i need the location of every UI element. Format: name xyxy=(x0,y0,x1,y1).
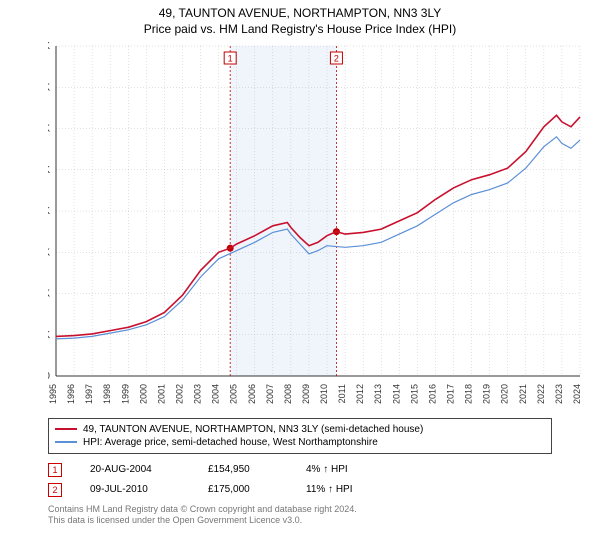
svg-text:£50K: £50K xyxy=(48,329,50,340)
svg-text:2022: 2022 xyxy=(536,384,546,404)
svg-text:2018: 2018 xyxy=(464,384,474,404)
sale-diff: 11% ↑ HPI xyxy=(306,484,406,495)
svg-text:£250K: £250K xyxy=(48,164,50,175)
sale-diff: 4% ↑ HPI xyxy=(306,464,406,475)
svg-text:£400K: £400K xyxy=(48,41,50,52)
svg-text:2019: 2019 xyxy=(482,384,492,404)
sale-marker-icon: 1 xyxy=(48,463,62,477)
svg-text:2021: 2021 xyxy=(518,384,528,404)
sale-marker-icon: 2 xyxy=(48,483,62,497)
svg-text:1996: 1996 xyxy=(66,384,76,404)
svg-text:2020: 2020 xyxy=(500,384,510,404)
sale-row: 2 09-JUL-2010 £175,000 11% ↑ HPI xyxy=(48,480,552,500)
svg-text:2023: 2023 xyxy=(554,384,564,404)
svg-text:2014: 2014 xyxy=(391,384,401,404)
sale-date: 20-AUG-2004 xyxy=(90,464,180,475)
svg-text:2013: 2013 xyxy=(373,384,383,404)
svg-text:2010: 2010 xyxy=(319,384,329,404)
line-chart-svg: £0 £50K £100K £150K £200K £250K £300K £350K £400… xyxy=(48,40,588,410)
svg-text:2012: 2012 xyxy=(355,384,365,404)
sale-date: 09-JUL-2010 xyxy=(90,484,180,495)
svg-text:2024: 2024 xyxy=(572,384,582,404)
legend-box: 49, TAUNTON AVENUE, NORTHAMPTON, NN3 3LY… xyxy=(48,418,552,454)
svg-text:2007: 2007 xyxy=(265,384,275,404)
svg-text:2016: 2016 xyxy=(427,384,437,404)
svg-text:2002: 2002 xyxy=(174,384,184,404)
legend-swatch xyxy=(55,441,77,443)
svg-text:2: 2 xyxy=(334,53,339,63)
sale-row: 1 20-AUG-2004 £154,950 4% ↑ HPI xyxy=(48,460,552,480)
footer-line-2: This data is licensed under the Open Gov… xyxy=(48,515,552,527)
legend-item: HPI: Average price, semi-detached house,… xyxy=(55,436,545,449)
svg-text:2009: 2009 xyxy=(301,384,311,404)
svg-text:£0: £0 xyxy=(48,371,50,382)
svg-text:1999: 1999 xyxy=(120,384,130,404)
svg-text:2008: 2008 xyxy=(283,384,293,404)
svg-text:£350K: £350K xyxy=(48,82,50,93)
svg-text:£100K: £100K xyxy=(48,288,50,299)
chart-title: 49, TAUNTON AVENUE, NORTHAMPTON, NN3 3LY xyxy=(0,0,600,22)
svg-text:2000: 2000 xyxy=(138,384,148,404)
svg-text:£150K: £150K xyxy=(48,247,50,258)
footer-attribution: Contains HM Land Registry data © Crown c… xyxy=(48,504,552,527)
svg-text:2011: 2011 xyxy=(337,384,347,403)
svg-text:1995: 1995 xyxy=(48,384,58,404)
svg-text:2015: 2015 xyxy=(409,384,419,404)
chart-subtitle: Price paid vs. HM Land Registry's House … xyxy=(0,22,600,40)
svg-text:2006: 2006 xyxy=(247,384,257,404)
svg-text:1: 1 xyxy=(228,53,233,63)
svg-text:2003: 2003 xyxy=(193,384,203,404)
legend-label: HPI: Average price, semi-detached house,… xyxy=(83,437,378,448)
svg-text:1997: 1997 xyxy=(84,384,94,404)
svg-text:2001: 2001 xyxy=(156,384,166,404)
sale-price: £175,000 xyxy=(208,484,278,495)
footer-line-1: Contains HM Land Registry data © Crown c… xyxy=(48,504,552,516)
svg-text:2004: 2004 xyxy=(211,384,221,404)
sales-table: 1 20-AUG-2004 £154,950 4% ↑ HPI 2 09-JUL-2010… xyxy=(48,460,552,500)
chart-container: 49, TAUNTON AVENUE, NORTHAMPTON, NN3 3LY… xyxy=(0,0,600,560)
chart-plot-area: £0 £50K £100K £150K £200K £250K £300K £350K £400… xyxy=(48,40,588,410)
svg-text:2005: 2005 xyxy=(229,384,239,404)
legend-item: 49, TAUNTON AVENUE, NORTHAMPTON, NN3 3LY… xyxy=(55,423,545,436)
svg-text:2017: 2017 xyxy=(446,384,456,404)
legend-label: 49, TAUNTON AVENUE, NORTHAMPTON, NN3 3LY… xyxy=(83,424,423,435)
sale-price: £154,950 xyxy=(208,464,278,475)
svg-text:£300K: £300K xyxy=(48,123,50,134)
svg-text:£200K: £200K xyxy=(48,206,50,217)
svg-text:1998: 1998 xyxy=(102,384,112,404)
legend-swatch xyxy=(55,428,77,430)
